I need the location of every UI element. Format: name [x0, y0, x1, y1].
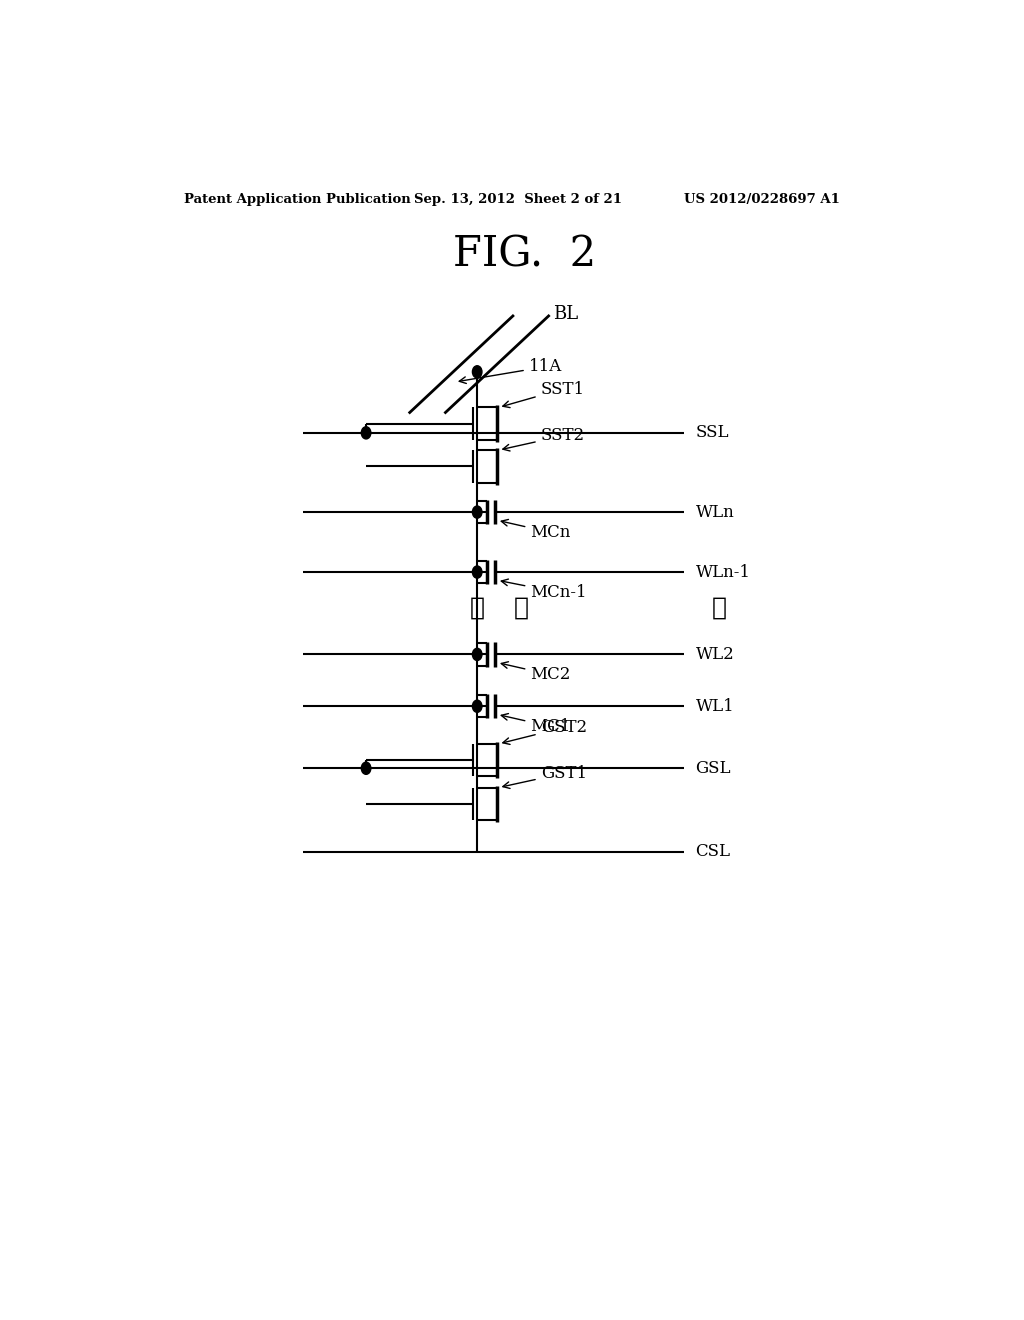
Circle shape — [361, 426, 371, 440]
Text: GST1: GST1 — [503, 764, 587, 788]
Text: SSL: SSL — [695, 424, 729, 441]
Text: WLn-1: WLn-1 — [695, 564, 751, 581]
Text: CSL: CSL — [695, 843, 730, 861]
Text: SST1: SST1 — [503, 380, 585, 408]
Text: Sep. 13, 2012  Sheet 2 of 21: Sep. 13, 2012 Sheet 2 of 21 — [414, 193, 622, 206]
Circle shape — [472, 648, 482, 660]
Text: SST2: SST2 — [503, 428, 585, 451]
Circle shape — [472, 366, 482, 378]
Text: MCn-1: MCn-1 — [502, 579, 587, 601]
Text: ⋮: ⋮ — [712, 597, 727, 619]
Text: ⋮: ⋮ — [513, 597, 528, 619]
Text: BL: BL — [553, 305, 578, 323]
Text: WL2: WL2 — [695, 645, 734, 663]
Text: WLn: WLn — [695, 504, 734, 520]
Text: MC2: MC2 — [501, 661, 570, 684]
Text: US 2012/0228697 A1: US 2012/0228697 A1 — [684, 193, 840, 206]
Circle shape — [472, 506, 482, 519]
Text: ⋮: ⋮ — [470, 597, 484, 619]
Text: WL1: WL1 — [695, 698, 734, 714]
Circle shape — [472, 566, 482, 578]
Circle shape — [472, 700, 482, 713]
Text: 11A: 11A — [459, 358, 562, 384]
Text: GST2: GST2 — [503, 719, 587, 744]
Text: Patent Application Publication: Patent Application Publication — [183, 193, 411, 206]
Circle shape — [361, 762, 371, 775]
Text: GSL: GSL — [695, 760, 731, 776]
Text: MCn: MCn — [501, 520, 570, 541]
Text: FIG.  2: FIG. 2 — [454, 234, 596, 276]
Text: MC1: MC1 — [501, 714, 570, 735]
